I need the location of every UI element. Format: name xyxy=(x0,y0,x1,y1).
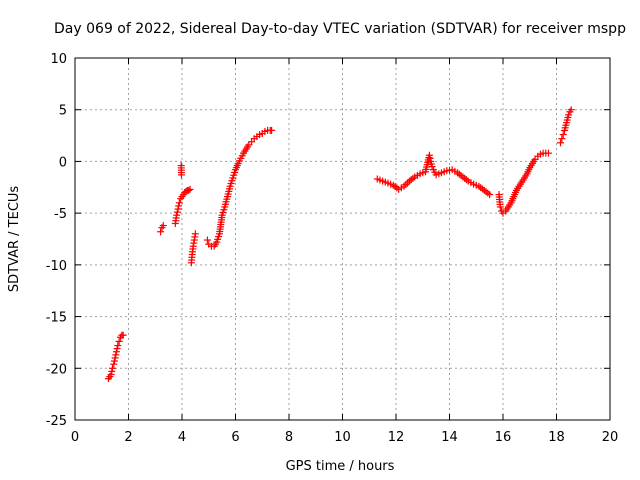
data-point xyxy=(119,331,127,339)
data-point xyxy=(191,230,199,238)
chart-title: Day 069 of 2022, Sidereal Day-to-day VTE… xyxy=(54,21,626,37)
data-point xyxy=(108,364,116,372)
data-point-trace xyxy=(108,367,116,375)
x-tick-label: 0 xyxy=(71,430,79,445)
data-point xyxy=(111,354,119,362)
data-point-trace xyxy=(110,357,118,365)
axis-ticks: 0 2 4 6 8 10 12 14 16 18 20 -25 -20 -15 -10 -5 0 5 10 xyxy=(46,52,619,445)
y-tick-label: 5 xyxy=(59,104,67,119)
data-point xyxy=(175,199,183,207)
data-point xyxy=(110,360,118,368)
data-point xyxy=(486,191,494,199)
data-point xyxy=(268,126,276,134)
y-axis-label: SDTVAR / TECUs xyxy=(7,186,22,293)
data-point xyxy=(157,228,165,236)
data-point-trace xyxy=(426,154,434,162)
x-tick-label: 20 xyxy=(602,430,619,445)
x-tick-label: 12 xyxy=(388,430,405,445)
data-point xyxy=(112,348,120,356)
data-point-trace xyxy=(404,179,412,187)
y-tick-label: -5 xyxy=(54,207,67,222)
x-tick-label: 18 xyxy=(548,430,565,445)
data-point xyxy=(107,370,115,378)
data-point xyxy=(186,185,194,193)
y-tick-label: -25 xyxy=(46,414,67,429)
data-point xyxy=(428,163,436,171)
y-tick-label: 10 xyxy=(50,52,67,67)
data-point xyxy=(173,211,181,219)
x-tick-label: 10 xyxy=(334,430,351,445)
data-point xyxy=(559,131,567,139)
y-tick-label: -15 xyxy=(46,311,67,326)
x-tick-label: 8 xyxy=(285,430,293,445)
x-tick-label: 6 xyxy=(231,430,239,445)
y-tick-label: -10 xyxy=(46,259,67,274)
data-point xyxy=(203,236,211,244)
data-point-trace xyxy=(173,208,181,216)
data-point-trace xyxy=(402,181,410,189)
y-tick-label: 0 xyxy=(59,155,67,170)
grid xyxy=(75,58,610,420)
data-point xyxy=(557,139,565,147)
data-point-trace xyxy=(113,345,121,353)
data-point xyxy=(115,337,123,345)
data-point xyxy=(114,342,122,350)
data-points xyxy=(104,106,575,383)
data-point xyxy=(185,186,193,194)
x-axis-label: GPS time / hours xyxy=(286,459,395,474)
data-point xyxy=(567,106,575,114)
x-tick-label: 2 xyxy=(124,430,132,445)
data-point xyxy=(159,222,167,230)
data-point xyxy=(544,149,552,157)
x-tick-label: 16 xyxy=(495,430,512,445)
y-tick-label: -20 xyxy=(46,362,67,377)
data-point-trace xyxy=(112,351,120,359)
x-tick-label: 4 xyxy=(178,430,186,445)
data-point xyxy=(565,111,573,119)
data-point xyxy=(174,205,182,213)
data-point xyxy=(496,203,504,211)
data-point xyxy=(558,135,566,143)
x-tick-label: 14 xyxy=(441,430,458,445)
data-point xyxy=(177,171,185,179)
data-point-trace xyxy=(175,202,183,210)
data-point xyxy=(425,151,433,159)
